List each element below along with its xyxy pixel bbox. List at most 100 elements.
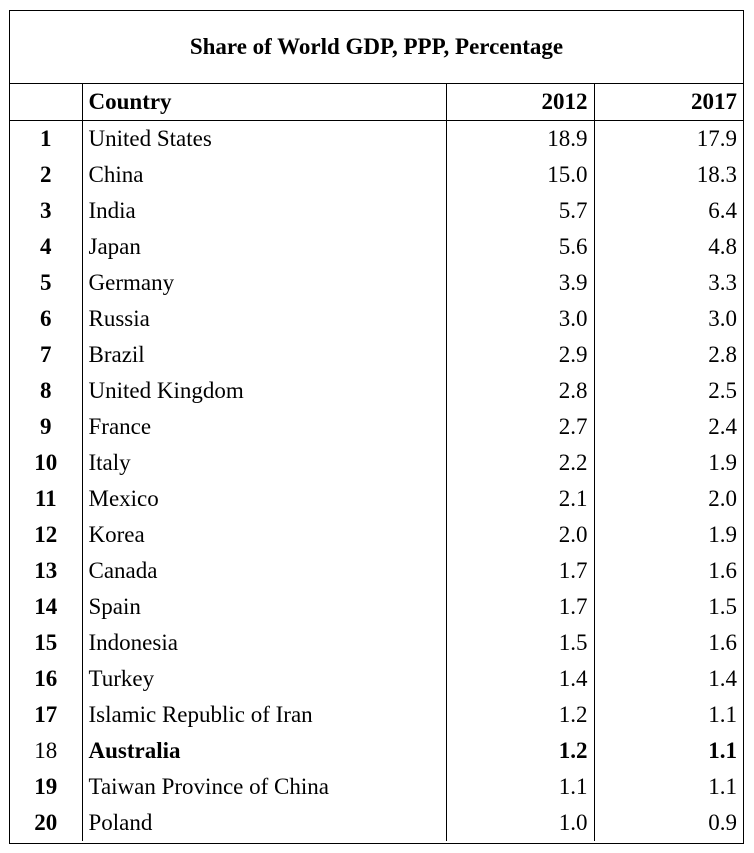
value-2012-cell: 1.4 [445,661,594,697]
rank-cell: 6 [40,306,52,331]
table-row: 18 Australia 1.2 1.1 [10,733,743,769]
table-row: 3 India 5.7 6.4 [10,193,743,229]
rank-cell: 14 [34,594,58,619]
value-2017-cell: 2.8 [593,337,743,373]
value-2012-cell: 15.0 [445,157,594,193]
country-cell: Russia [81,301,446,337]
header-rank [10,84,82,121]
value-2017-cell: 1.1 [593,769,743,805]
rank-cell: 18 [34,738,58,763]
value-2017-cell: 1.6 [593,625,743,661]
table-row: 5 Germany 3.9 3.3 [10,265,743,301]
header-2017: 2017 [593,84,743,121]
value-2017-cell: 3.0 [593,301,743,337]
value-2017-cell: 18.3 [593,157,743,193]
table-body: 1 United States 18.9 17.9 2 China 15.0 18.3 3 Ind… [10,120,743,841]
country-cell: United Kingdom [81,373,446,409]
table-row: 4 Japan 5.6 4.8 [10,229,743,265]
table-row: 2 China 15.0 18.3 [10,157,743,193]
rank-cell: 20 [34,810,58,835]
value-2012-cell: 1.1 [445,769,594,805]
table-row: 1 United States 18.9 17.9 [10,120,743,157]
rank-cell: 10 [34,450,58,475]
value-2017-cell: 2.5 [593,373,743,409]
value-2017-cell: 1.4 [593,661,743,697]
table-row: 20 Poland 1.0 0.9 [10,805,743,841]
rank-cell: 3 [40,198,52,223]
header-2012: 2012 [445,84,594,121]
value-2012-cell: 2.0 [445,517,594,553]
rank-cell: 2 [40,162,52,187]
value-2017-cell: 2.4 [593,409,743,445]
value-2012-cell: 1.7 [445,589,594,625]
value-2012-cell: 1.7 [445,553,594,589]
value-2017-cell: 4.8 [593,229,743,265]
country-cell: Poland [81,805,446,841]
country-cell: Islamic Republic of Iran [81,697,446,733]
country-cell: Taiwan Province of China [81,769,446,805]
country-cell: Canada [81,553,446,589]
rank-cell: 9 [40,414,52,439]
table-row: 8 United Kingdom 2.8 2.5 [10,373,743,409]
header-row: Country 2012 2017 [10,84,743,121]
country-cell: Turkey [81,661,446,697]
value-2017-cell: 1.1 [593,733,743,769]
value-2017-cell: 17.9 [593,120,743,157]
country-cell: India [81,193,446,229]
value-2017-cell: 0.9 [593,805,743,841]
value-2012-cell: 1.0 [445,805,594,841]
table-row: 10 Italy 2.2 1.9 [10,445,743,481]
value-2012-cell: 18.9 [445,120,594,157]
table-row: 19 Taiwan Province of China 1.1 1.1 [10,769,743,805]
country-cell: Brazil [81,337,446,373]
value-2012-cell: 2.8 [445,373,594,409]
value-2012-cell: 3.0 [445,301,594,337]
table-row: 9 France 2.7 2.4 [10,409,743,445]
rank-cell: 8 [40,378,52,403]
rank-cell: 1 [40,126,52,151]
value-2017-cell: 3.3 [593,265,743,301]
value-2012-cell: 5.7 [445,193,594,229]
value-2012-cell: 2.1 [445,481,594,517]
rank-cell: 12 [34,522,58,547]
rank-cell: 16 [34,666,58,691]
table-title: Share of World GDP, PPP, Percentage [10,11,743,84]
table-row: 14 Spain 1.7 1.5 [10,589,743,625]
value-2012-cell: 1.5 [445,625,594,661]
country-cell: Germany [81,265,446,301]
table-row: 16 Turkey 1.4 1.4 [10,661,743,697]
country-cell: Australia [81,733,446,769]
gdp-table-frame: Share of World GDP, PPP, Percentage Coun… [9,10,744,844]
rank-cell: 13 [34,558,58,583]
value-2017-cell: 1.9 [593,445,743,481]
country-cell: Korea [81,517,446,553]
value-2017-cell: 6.4 [593,193,743,229]
country-cell: Italy [81,445,446,481]
country-cell: Mexico [81,481,446,517]
value-2017-cell: 1.1 [593,697,743,733]
value-2012-cell: 3.9 [445,265,594,301]
table-row: 7 Brazil 2.9 2.8 [10,337,743,373]
value-2017-cell: 1.9 [593,517,743,553]
table-row: 13 Canada 1.7 1.6 [10,553,743,589]
rank-cell: 4 [40,234,52,259]
rank-cell: 15 [34,630,58,655]
value-2012-cell: 2.9 [445,337,594,373]
rank-cell: 19 [34,774,58,799]
table-row: 17 Islamic Republic of Iran 1.2 1.1 [10,697,743,733]
country-cell: Japan [81,229,446,265]
value-2017-cell: 2.0 [593,481,743,517]
country-cell: China [81,157,446,193]
value-2012-cell: 1.2 [445,733,594,769]
header-country: Country [81,84,446,121]
country-cell: Spain [81,589,446,625]
value-2012-cell: 5.6 [445,229,594,265]
rank-cell: 5 [40,270,52,295]
rank-cell: 17 [34,702,58,727]
gdp-share-table: Country 2012 2017 1 United States 18.9 17.9… [10,84,743,841]
value-2012-cell: 1.2 [445,697,594,733]
value-2017-cell: 1.5 [593,589,743,625]
country-cell: France [81,409,446,445]
value-2012-cell: 2.2 [445,445,594,481]
value-2012-cell: 2.7 [445,409,594,445]
